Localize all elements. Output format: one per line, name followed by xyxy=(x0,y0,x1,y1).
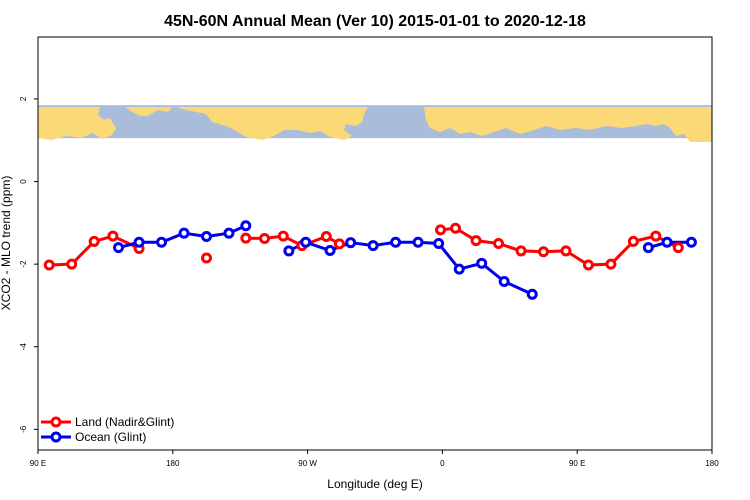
y-tick-label-2: -2 xyxy=(19,260,28,268)
series-0-point-1-0 xyxy=(201,252,212,264)
series-1-point-2-0 xyxy=(642,242,654,254)
series-1-point-2-1 xyxy=(661,236,673,248)
series-0-point-3-11 xyxy=(672,242,684,254)
series-1-point-0-6 xyxy=(240,220,252,232)
series-1-point-1-0 xyxy=(283,245,295,257)
series-0-point-3-0 xyxy=(435,224,447,236)
y-tick-label-0: -6 xyxy=(19,425,28,433)
x-tick-label-4: 90 E xyxy=(569,459,585,468)
map-land-eurasia-right xyxy=(424,107,712,142)
y-axis-label: XCO2 - MLO trend (ppm) xyxy=(0,176,13,311)
map-land xyxy=(38,107,712,142)
axes: 90 E 180 90 W 0 90 E 180 -6 -4 -2 0 2 xyxy=(19,96,719,468)
y-tick-label-1: -4 xyxy=(19,343,28,351)
series-1-point-0-5 xyxy=(223,227,235,239)
legend: Land (Nadir&Glint) Ocean (Glint) xyxy=(41,415,174,444)
series-0-point-3-6 xyxy=(560,245,572,257)
legend-swatch-ocean-marker xyxy=(50,431,62,443)
series-1-point-1-7 xyxy=(433,238,445,249)
map-land-eurasia-left xyxy=(38,107,116,140)
map-land-fareast xyxy=(125,107,172,116)
series-1-point-0-3 xyxy=(178,227,190,239)
series-0-point-3-10 xyxy=(650,230,662,242)
x-tick-label-5: 180 xyxy=(705,459,719,468)
world-map-strip xyxy=(38,105,712,142)
series-0-point-2-5 xyxy=(333,238,345,250)
series-1-point-0-2 xyxy=(156,236,168,248)
x-tick-label-2: 90 W xyxy=(298,459,317,468)
series-0-point-0-3 xyxy=(107,230,119,242)
series-0-point-3-1 xyxy=(450,222,462,234)
series-0-point-2-4 xyxy=(320,230,332,242)
series-0-point-2-0 xyxy=(240,232,252,244)
legend-label-land: Land (Nadir&Glint) xyxy=(75,415,174,429)
map-land-north-america xyxy=(176,107,368,140)
legend-swatch-land-marker xyxy=(50,416,62,428)
legend-item-land: Land (Nadir&Glint) xyxy=(41,415,174,429)
series-0-point-0-0 xyxy=(43,259,55,271)
x-axis-label: Longitude (deg E) xyxy=(327,477,422,491)
series-0-point-3-8 xyxy=(605,258,617,270)
x-tick-label-0: 90 E xyxy=(30,459,46,468)
series-1-point-0-1 xyxy=(133,236,145,248)
series-1-point-1-11 xyxy=(526,288,538,300)
x-tick-label-3: 0 xyxy=(440,459,445,468)
y-tick-label-4: 2 xyxy=(19,96,28,101)
series-0-point-0-2 xyxy=(88,235,100,247)
series-0-line-3 xyxy=(440,226,679,267)
series-lines xyxy=(49,224,692,296)
series-1-point-1-3 xyxy=(345,237,357,249)
series-0-point-3-4 xyxy=(515,245,527,257)
series-1-point-1-5 xyxy=(390,236,402,248)
plot-frame xyxy=(37,36,713,451)
legend-label-ocean: Ocean (Glint) xyxy=(75,430,146,444)
series-0-point-3-7 xyxy=(582,259,594,271)
series-1-point-0-0 xyxy=(113,242,125,254)
series-1-point-2-2 xyxy=(685,236,697,248)
series-1-point-0-4 xyxy=(201,230,212,242)
series-1-point-1-10 xyxy=(498,275,510,287)
series-0-point-3-9 xyxy=(627,235,639,247)
series-0-point-3-3 xyxy=(493,238,505,249)
series-1-point-1-2 xyxy=(324,245,336,257)
series-points xyxy=(43,220,697,300)
series-0-point-3-2 xyxy=(470,235,482,247)
y-tick-label-3: 0 xyxy=(19,179,28,184)
series-0-point-3-5 xyxy=(538,246,549,258)
series-1-point-1-6 xyxy=(412,236,424,248)
legend-item-ocean: Ocean (Glint) xyxy=(41,430,146,444)
series-1-point-1-4 xyxy=(367,240,379,252)
series-1-point-1-9 xyxy=(476,257,488,269)
chart-title: 45N-60N Annual Mean (Ver 10) 2015-01-01 … xyxy=(164,13,586,30)
series-1-point-1-8 xyxy=(453,263,465,275)
series-1-point-1-1 xyxy=(300,236,312,248)
series-0-point-2-2 xyxy=(277,230,289,242)
series-0-point-0-1 xyxy=(66,258,78,270)
series-0-point-2-1 xyxy=(259,233,271,245)
x-tick-label-1: 180 xyxy=(166,459,180,468)
